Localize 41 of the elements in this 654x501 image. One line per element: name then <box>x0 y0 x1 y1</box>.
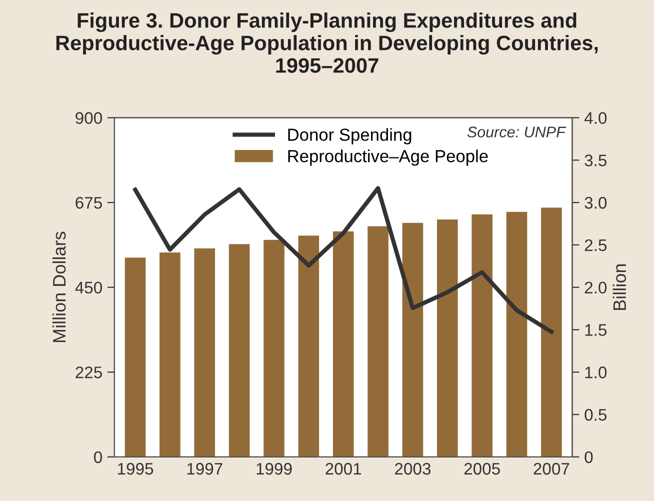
bar <box>506 212 528 457</box>
x-tick-label: 2001 <box>326 462 362 475</box>
y2-tick-label: 2.5 <box>584 239 607 252</box>
y2-tick-label: 0 <box>584 451 593 464</box>
y-tick-label: 675 <box>76 196 102 209</box>
line-series <box>133 186 554 334</box>
legend-label: Reproductive–Age People <box>288 150 488 166</box>
x-tick-label: 1999 <box>256 462 292 475</box>
y2-tick-label: 3.0 <box>584 196 607 209</box>
legend-label: Donor Spending <box>288 128 412 144</box>
bar <box>298 236 320 457</box>
y2-tick-label: 3.5 <box>584 154 607 166</box>
x-tick-label: 1995 <box>118 462 154 475</box>
y2-tick-label: 1.0 <box>585 366 607 378</box>
bar <box>472 214 492 457</box>
x-tick-label: 2003 <box>395 462 431 475</box>
bar <box>332 231 354 457</box>
y-axis-title: Million Dollars <box>52 232 66 342</box>
chart-title: Figure 3. Donor Family-Planning Expenditures and Reproductive-Age Population in Developing Countries, 1995–2007 <box>56 12 598 73</box>
y-tick-label: 900 <box>76 112 102 124</box>
y2-tick-label: 4.0 <box>584 112 607 124</box>
x-tick-label: 2005 <box>464 462 500 475</box>
y2-axis-title: Billion <box>612 264 626 310</box>
bar <box>541 208 562 457</box>
y2-tick-label: 0.5 <box>584 408 607 421</box>
bar <box>124 258 146 457</box>
y2-tick-label: 2.0 <box>584 282 607 294</box>
y-tick-label: 225 <box>76 366 102 378</box>
bar <box>160 252 180 457</box>
bar <box>368 226 388 457</box>
bar <box>228 244 250 457</box>
y-tick-label: 0 <box>94 451 102 464</box>
bar <box>194 248 216 457</box>
y-tick-label: 450 <box>75 282 102 294</box>
y2-tick-label: 1.5 <box>585 324 607 336</box>
bar <box>402 222 424 457</box>
x-tick-label: 2007 <box>534 462 570 475</box>
bar <box>436 219 458 457</box>
annotation: Source: UNPF <box>467 126 566 138</box>
bar <box>264 240 284 457</box>
x-tick-label: 1997 <box>187 462 222 475</box>
